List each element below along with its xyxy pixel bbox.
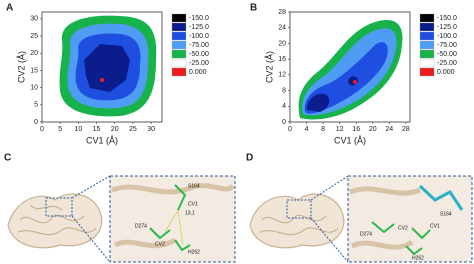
- x-tick-label: 25: [129, 126, 137, 133]
- colorbar-label: -25.00: [189, 60, 209, 67]
- x-tick-label: 20: [111, 126, 119, 133]
- annotation: 13.1: [185, 210, 195, 216]
- colorbar-label: -50.00: [189, 51, 209, 58]
- colorbar-label: 0.000: [189, 69, 207, 76]
- colorbar-label: -150.0: [437, 15, 457, 22]
- panel-label: D: [246, 153, 253, 164]
- y-tick-label: 0: [282, 119, 286, 126]
- contour-region: [100, 78, 104, 82]
- colorbar-label: -100.0: [437, 33, 457, 40]
- y-tick-label: 8: [282, 87, 286, 94]
- colorbar-cell: [171, 22, 187, 32]
- colorbar-cell: [419, 13, 435, 23]
- y-axis-label: CV2 (Å): [264, 51, 274, 83]
- zoom-line: [310, 217, 349, 263]
- colorbar-label: -75.00: [189, 42, 209, 49]
- colorbar-label: -50.00: [437, 51, 457, 58]
- x-tick-label: 30: [147, 126, 155, 133]
- colorbar-cell: [419, 40, 435, 50]
- x-tick-label: 12: [336, 126, 344, 133]
- y-tick-label: 20: [30, 50, 38, 57]
- y-tick-label: 12: [278, 72, 286, 79]
- annotation: H262: [412, 255, 424, 261]
- zoom-line: [310, 175, 349, 201]
- colorbar-cell: [171, 13, 187, 23]
- annotation: CV1: [430, 223, 440, 229]
- colorbar-label: -125.0: [437, 24, 457, 31]
- y-tick-label: 25: [30, 33, 38, 40]
- annotation: CV2: [155, 241, 165, 247]
- annotation: CV2: [398, 225, 408, 231]
- colorbar-label: -150.0: [189, 15, 209, 22]
- colorbar-cell: [171, 58, 187, 68]
- y-axis-label: CV2 (Å): [16, 51, 26, 83]
- zoom-line: [71, 175, 111, 199]
- y-tick-label: 16: [278, 56, 286, 63]
- y-tick-label: 10: [30, 84, 38, 91]
- colorbar-cell: [419, 49, 435, 59]
- zoom-structure: [111, 183, 235, 252]
- y-tick-label: 0: [34, 119, 38, 126]
- protein-cartoon: [7, 193, 103, 249]
- contour-region: [306, 93, 330, 112]
- x-tick-label: 0: [40, 126, 44, 133]
- zoom-line: [71, 215, 111, 263]
- colorbar-label: -100.0: [189, 33, 209, 40]
- annotation: S164: [188, 183, 200, 189]
- colorbar-cell: [419, 22, 435, 32]
- contour-region: [353, 80, 357, 84]
- panel-label: B: [250, 3, 257, 14]
- x-axis-label: CV1 (Å): [334, 135, 366, 145]
- y-tick-label: 28: [278, 9, 286, 16]
- colorbar-label: -75.00: [437, 42, 457, 49]
- colorbar-cell: [171, 67, 187, 77]
- colorbar-label: 0.000: [437, 69, 455, 76]
- y-tick-label: 30: [30, 16, 38, 23]
- panel-label: C: [4, 153, 11, 164]
- colorbar-cell: [171, 40, 187, 50]
- colorbar-cell: [419, 31, 435, 41]
- x-tick-label: 8: [321, 126, 325, 133]
- panel-label: A: [6, 3, 13, 14]
- x-tick-label: 16: [352, 126, 360, 133]
- annotation: D274: [360, 231, 372, 237]
- x-tick-label: 4: [305, 126, 309, 133]
- y-tick-label: 15: [30, 67, 38, 74]
- x-tick-label: 15: [93, 126, 101, 133]
- zoom-structure: [349, 184, 464, 256]
- colorbar-cell: [419, 67, 435, 77]
- colorbar-label: -125.0: [189, 24, 209, 31]
- annotation: H262: [188, 249, 200, 255]
- x-tick-label: 0: [288, 126, 292, 133]
- x-tick-label: 28: [402, 126, 410, 133]
- y-tick-label: 5: [34, 102, 38, 109]
- protein-cartoon: [249, 193, 345, 249]
- x-tick-label: 24: [385, 126, 393, 133]
- y-tick-label: 24: [278, 25, 286, 32]
- focus-box: [286, 199, 312, 219]
- plot-frame: [289, 11, 411, 123]
- focus-box: [45, 197, 73, 217]
- x-axis-label: CV1 (Å): [86, 135, 118, 145]
- colorbar-cell: [419, 58, 435, 68]
- x-tick-label: 5: [58, 126, 62, 133]
- colorbar-cell: [171, 31, 187, 41]
- colorbar-cell: [171, 49, 187, 59]
- x-tick-label: 10: [74, 126, 82, 133]
- y-tick-label: 4: [282, 103, 286, 110]
- annotation: S164: [440, 211, 452, 217]
- contour-region: [84, 44, 130, 92]
- annotation: D274: [135, 223, 147, 229]
- colorbar-label: -25.00: [437, 60, 457, 67]
- x-tick-label: 20: [369, 126, 377, 133]
- y-tick-label: 20: [278, 40, 286, 47]
- annotation: CV1: [188, 201, 198, 207]
- plot-frame: [41, 11, 163, 123]
